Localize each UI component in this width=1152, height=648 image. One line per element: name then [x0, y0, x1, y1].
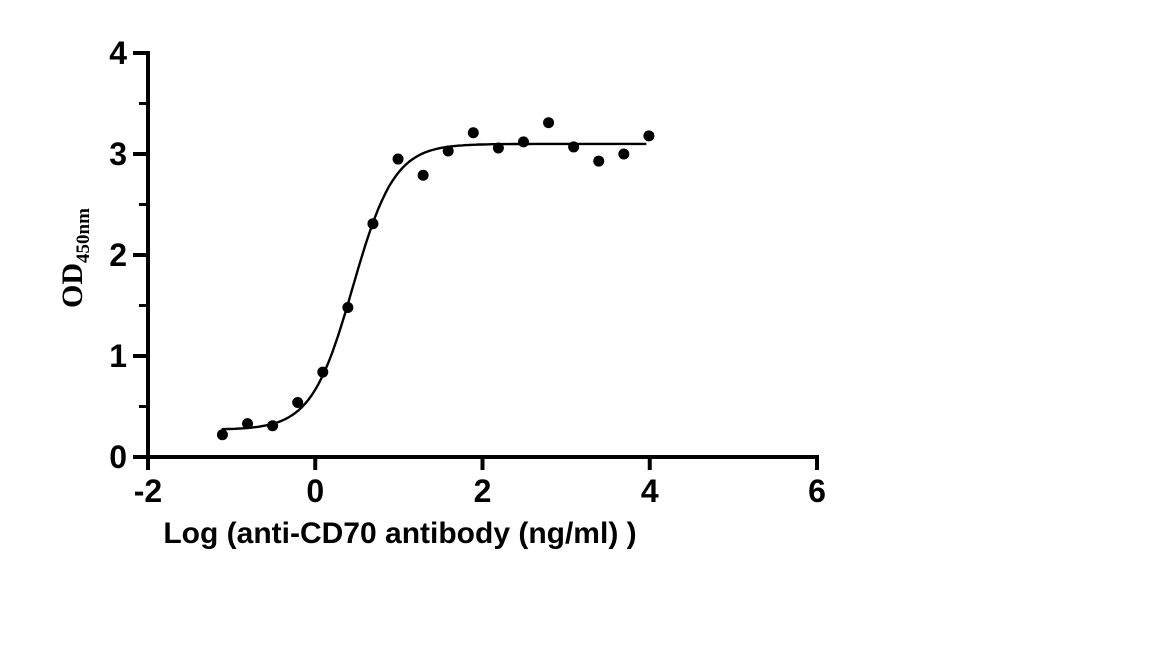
axes-group [146, 51, 819, 459]
data-point [267, 420, 279, 432]
y-axis-title-main: OD [56, 263, 89, 308]
data-point [467, 127, 479, 139]
fit-curve-group [221, 142, 647, 431]
data-point [568, 141, 580, 153]
data-point [417, 169, 429, 181]
x-tick-label: 4 [641, 473, 659, 509]
y-tick-group: 0 1 2 3 4 [109, 35, 148, 475]
data-point [392, 153, 404, 165]
x-tick-label: 6 [808, 473, 826, 509]
data-point [292, 396, 304, 408]
x-tick-label: -2 [134, 473, 162, 509]
x-tick-label: 2 [474, 473, 492, 509]
data-point [517, 136, 529, 148]
y-axis-title-subscript: 450nm [73, 208, 94, 263]
y-tick-label: 0 [109, 439, 127, 475]
y-tick-label: 3 [109, 136, 127, 172]
data-point [543, 117, 555, 129]
data-point [618, 148, 630, 160]
y-tick-label: 4 [109, 35, 127, 71]
data-point [492, 142, 504, 154]
y-tick-label: 2 [109, 237, 127, 273]
x-tick-group: -2 0 2 4 6 [134, 457, 826, 509]
data-point [342, 302, 354, 314]
data-point [643, 130, 655, 142]
data-point [593, 155, 605, 167]
y-tick-label: 1 [109, 338, 127, 374]
data-points-group [216, 117, 655, 441]
data-point [216, 429, 228, 441]
data-point [442, 145, 454, 157]
y-axis-title: OD450nm [56, 208, 94, 308]
data-point [367, 218, 379, 230]
fit-curve-path [221, 142, 647, 431]
data-point [317, 366, 329, 378]
x-axis-title: Log (anti-CD70 antibody (ng/ml) ) [163, 517, 636, 550]
data-point [242, 418, 254, 430]
x-tick-label: 0 [306, 473, 324, 509]
